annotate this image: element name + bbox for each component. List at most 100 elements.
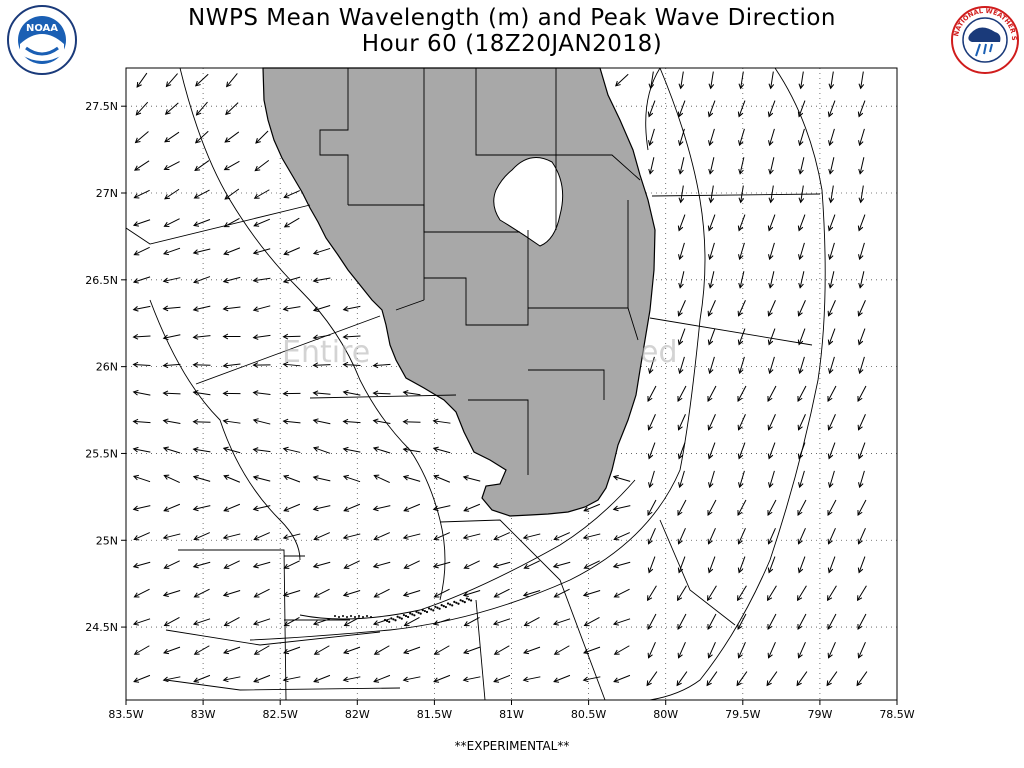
arrow-shaft — [739, 356, 745, 374]
arrow-shaft — [193, 561, 211, 568]
arrow-shaft — [163, 363, 181, 367]
arrow-head — [342, 534, 349, 540]
direction-arrow — [224, 131, 240, 143]
direction-arrow — [163, 617, 180, 627]
arrow-shaft — [343, 391, 361, 396]
direction-arrow — [797, 385, 807, 402]
arrow-head — [797, 310, 803, 317]
arrow-shaft — [343, 448, 361, 453]
arrow-shaft — [858, 442, 866, 459]
arrow-shaft — [648, 642, 656, 658]
noaa-logo-text: NOAA — [26, 23, 58, 34]
direction-arrow — [768, 128, 775, 147]
direction-arrow — [738, 185, 745, 204]
arrow-head — [826, 680, 832, 687]
arrow-head — [737, 396, 743, 402]
arrow-head — [738, 197, 745, 204]
direction-arrow — [403, 646, 421, 655]
arrow-shaft — [163, 447, 181, 454]
direction-arrow — [677, 528, 686, 545]
arrow-head — [767, 111, 774, 118]
arrow-shaft — [463, 646, 481, 654]
y-tick-label: 27.5N — [85, 100, 118, 113]
arrow-shaft — [856, 671, 868, 686]
keys-island — [423, 609, 426, 613]
arrow-shaft — [857, 499, 867, 516]
keys-island — [346, 616, 348, 618]
direction-arrow — [648, 356, 655, 375]
direction-arrow — [827, 528, 836, 545]
keys-island — [463, 601, 466, 604]
arrow-head — [162, 362, 169, 369]
arrow-shaft — [737, 385, 747, 402]
arrow-shaft — [679, 470, 685, 488]
arrow-shaft — [493, 618, 511, 625]
direction-arrow — [738, 356, 745, 375]
direction-arrow — [312, 418, 331, 425]
arrow-head — [708, 83, 715, 90]
direction-arrow — [738, 71, 745, 90]
direction-arrow — [252, 505, 271, 512]
arrow-head — [192, 249, 199, 255]
arrow-shaft — [283, 475, 301, 483]
direction-arrow — [163, 560, 180, 569]
arrow-shaft — [195, 73, 209, 87]
direction-arrow — [677, 585, 687, 602]
direction-arrow — [827, 556, 836, 574]
arrow-head — [736, 680, 742, 687]
arrow-shaft — [737, 585, 747, 601]
direction-arrow — [707, 214, 716, 232]
keys-island — [366, 615, 368, 617]
arrow-shaft — [583, 676, 601, 681]
arrow-head — [132, 361, 139, 368]
direction-arrow — [162, 418, 181, 425]
arrow-head — [312, 334, 319, 341]
arrow-shaft — [194, 532, 210, 540]
arrow-shaft — [738, 414, 746, 430]
arrow-head — [313, 677, 320, 683]
direction-arrow — [222, 362, 241, 369]
arrow-shaft — [284, 560, 300, 569]
arrow-head — [312, 249, 319, 256]
arrow-head — [342, 446, 349, 453]
direction-arrow — [222, 390, 241, 397]
arrow-shaft — [828, 642, 836, 658]
arrow-shaft — [738, 642, 746, 658]
direction-arrow — [253, 218, 271, 227]
arrow-head — [312, 277, 319, 284]
arrow-head — [193, 592, 200, 598]
arrow-shaft — [738, 528, 746, 544]
arrow-shaft — [373, 505, 391, 510]
arrow-head — [647, 567, 654, 574]
direction-arrow — [583, 617, 600, 627]
direction-arrow — [797, 100, 806, 118]
arrow-head — [192, 306, 199, 312]
direction-arrow — [195, 101, 208, 116]
wavelength-contour — [179, 67, 446, 601]
arrow-head — [613, 649, 620, 655]
arrow-head — [312, 390, 319, 396]
arrow-shaft — [343, 305, 361, 311]
direction-arrow — [282, 361, 301, 368]
arrow-head — [342, 333, 349, 340]
arrow-shaft — [583, 646, 601, 654]
direction-arrow — [738, 128, 745, 147]
arrow-shaft — [283, 533, 301, 539]
arrow-head — [432, 620, 439, 626]
keys-island — [354, 616, 356, 618]
direction-arrow — [522, 533, 541, 540]
arrow-head — [163, 648, 170, 655]
arrow-shaft — [433, 420, 451, 424]
keys-island — [350, 615, 352, 617]
arrow-head — [373, 592, 380, 598]
direction-arrow — [857, 300, 866, 317]
arrow-shaft — [344, 560, 360, 569]
arrow-shaft — [313, 561, 331, 568]
direction-arrow — [766, 671, 778, 687]
arrow-head — [342, 591, 349, 597]
arrow-shaft — [827, 499, 837, 516]
arrow-head — [283, 222, 290, 228]
arrow-head — [164, 109, 171, 115]
arrow-shaft — [283, 420, 301, 424]
arrow-head — [828, 482, 834, 489]
